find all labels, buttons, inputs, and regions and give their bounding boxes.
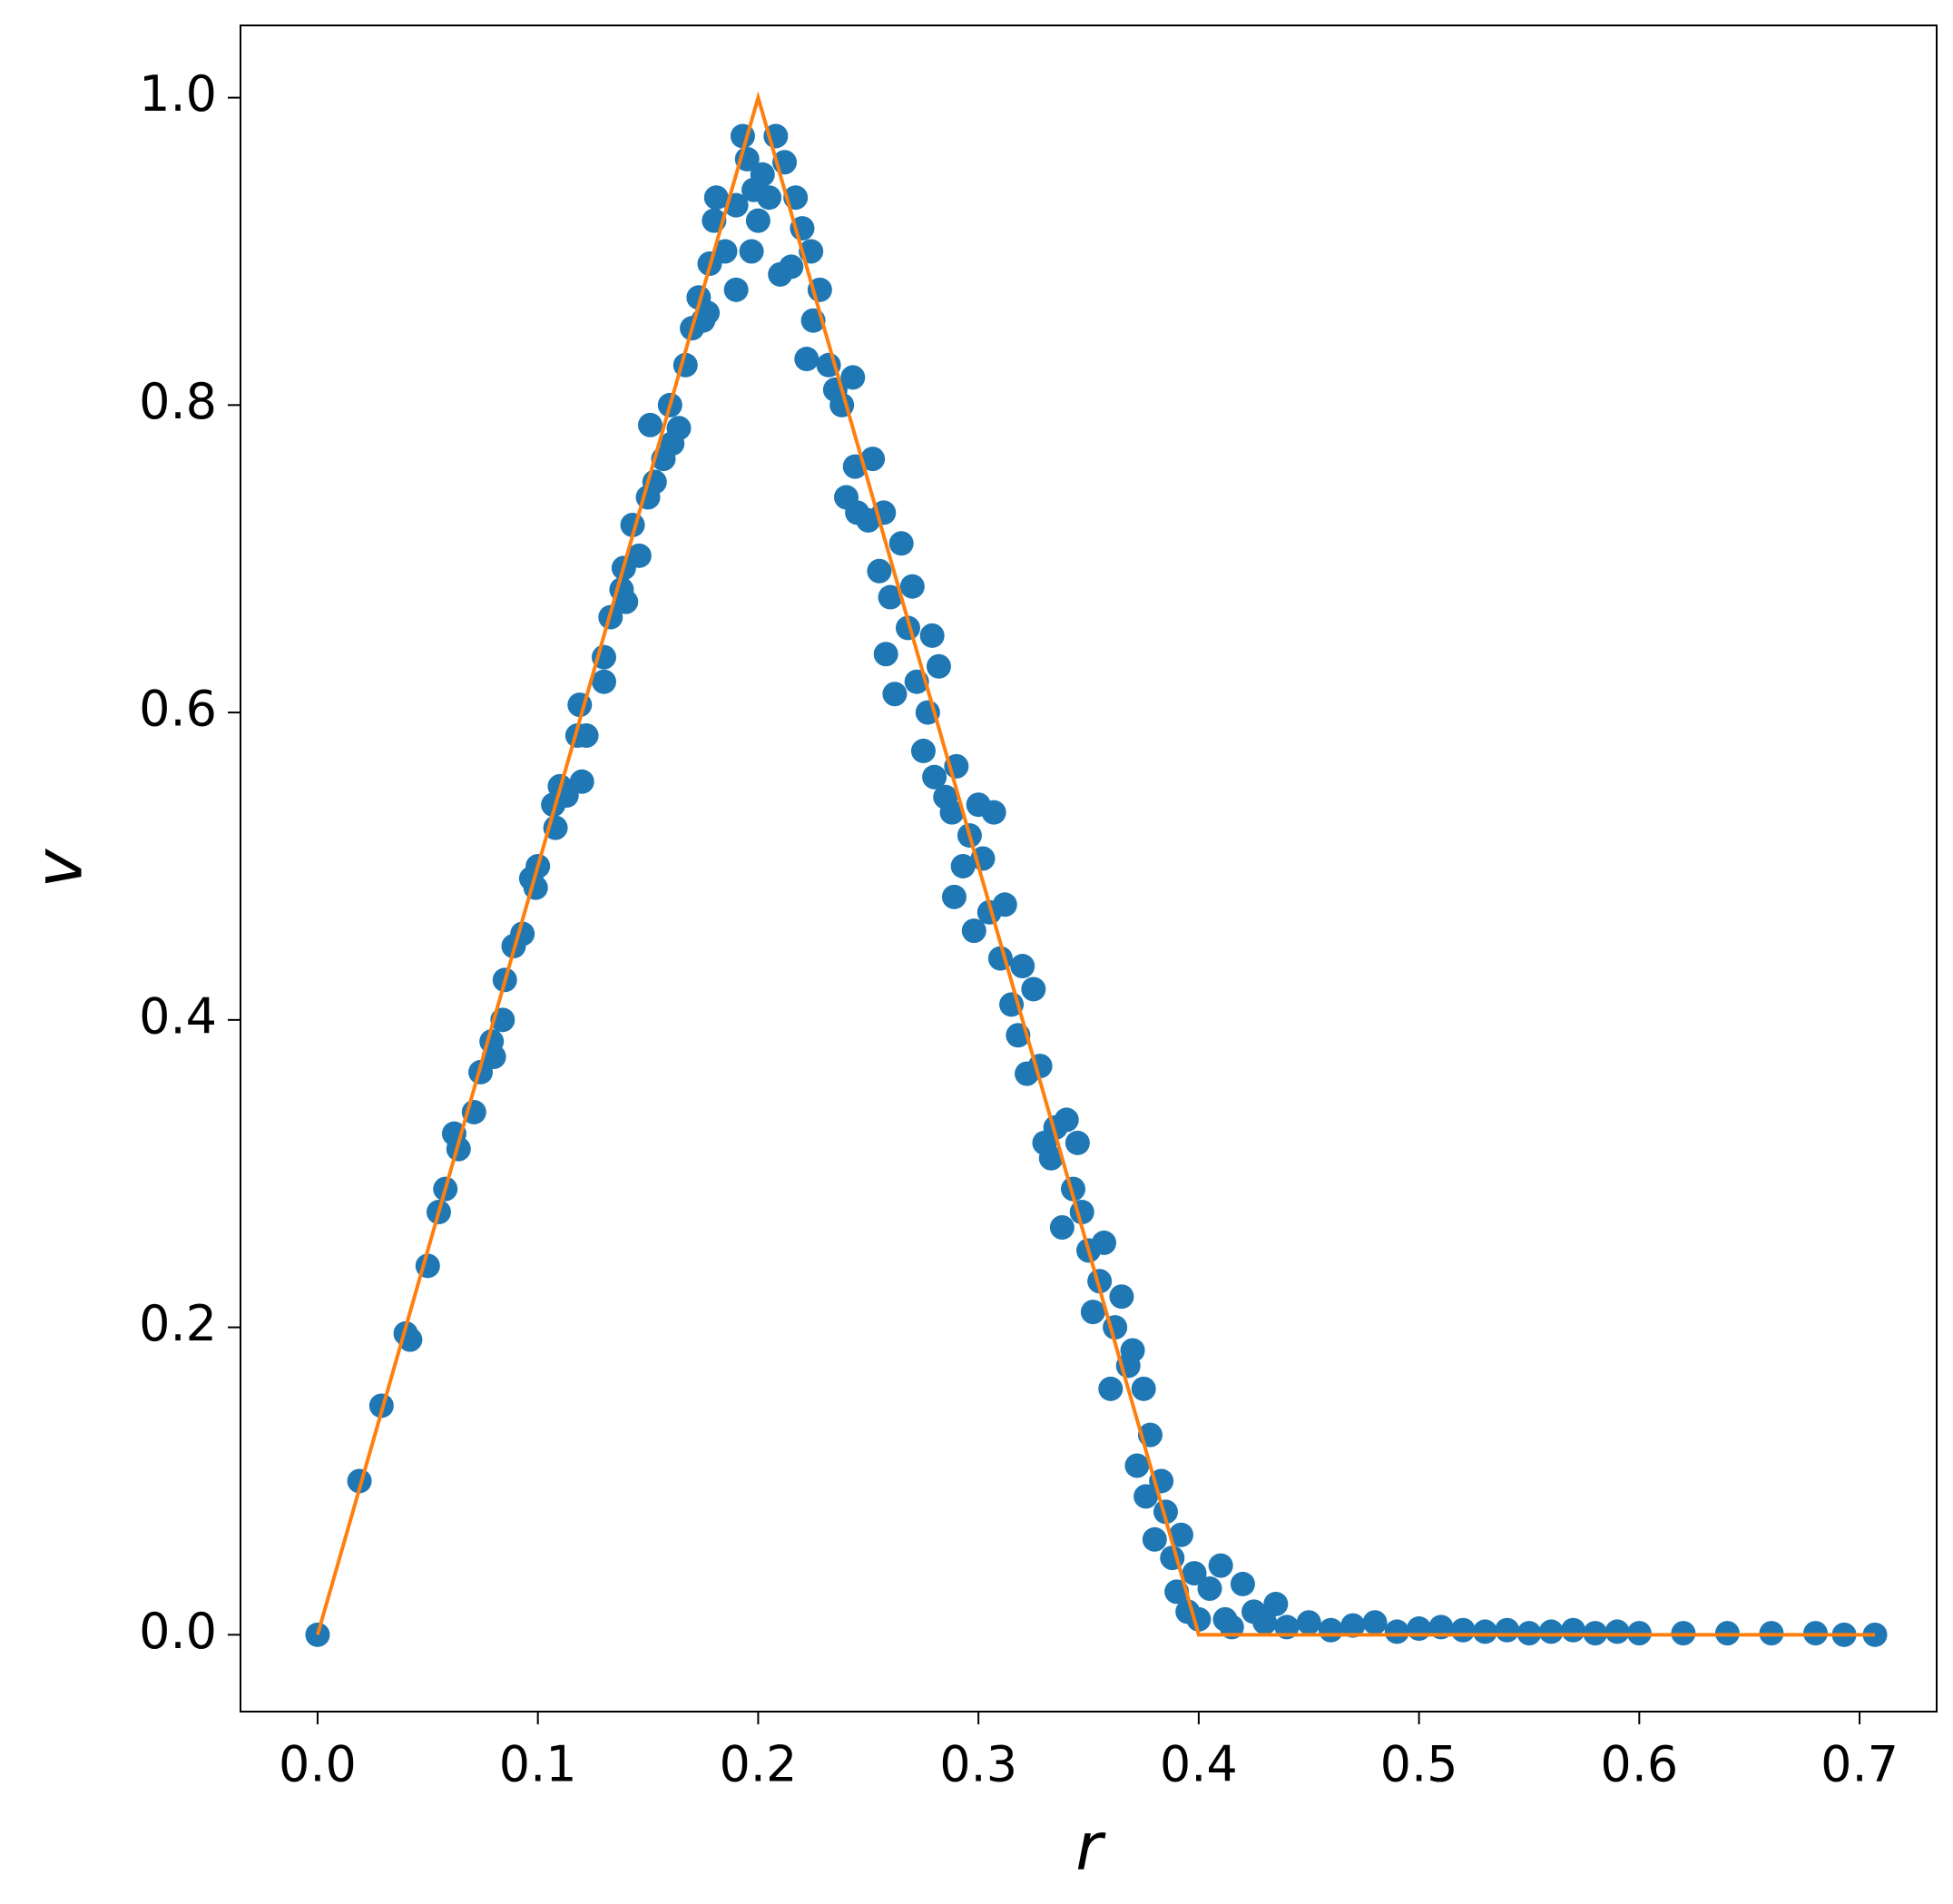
scatter-point [919, 623, 945, 648]
scatter-point [888, 531, 914, 556]
y-tick-label: 0.6 [139, 681, 217, 738]
scatter-point [695, 300, 721, 326]
x-tick-label: 0.3 [939, 1736, 1017, 1793]
scatter-point [910, 738, 936, 763]
scatter-point [1049, 1214, 1075, 1240]
x-tick-label: 0.5 [1380, 1736, 1458, 1793]
scatter-point [899, 574, 925, 599]
scatter-point [626, 543, 652, 568]
scatter-point [950, 853, 976, 878]
scatter-point [882, 682, 908, 707]
x-tick-label: 0.6 [1600, 1736, 1678, 1793]
scatter-point [1561, 1617, 1585, 1643]
scatter-point [666, 416, 692, 441]
x-tick-label: 0.4 [1160, 1736, 1238, 1793]
x-tick-label: 0.7 [1821, 1736, 1899, 1793]
x-tick-label: 0.2 [719, 1736, 797, 1793]
scatter-point [1021, 977, 1046, 1002]
scatter-point [779, 254, 804, 280]
scatter-point [1061, 1176, 1086, 1202]
scatter-point [1109, 1284, 1134, 1310]
scatter-point [1319, 1617, 1343, 1643]
scatter-point [926, 653, 951, 679]
scatter-point [1362, 1610, 1388, 1635]
scatter-point [1124, 1453, 1150, 1478]
scatter-point [1087, 1269, 1113, 1294]
x-tick-label: 0.1 [499, 1736, 577, 1793]
plot-frame [240, 25, 1938, 1713]
scatter-point [592, 669, 616, 694]
scatter-point [941, 884, 967, 909]
y-tick-label: 0.8 [139, 373, 217, 430]
line [316, 91, 1876, 1637]
scatter-point [712, 239, 738, 264]
scatter-point [1168, 1522, 1193, 1547]
scatter-point [878, 584, 903, 610]
scatter-point [1340, 1613, 1366, 1638]
scatter-point [1054, 1107, 1079, 1133]
scatter-point [745, 208, 770, 233]
scatter-point [867, 558, 892, 584]
scatter-point [1296, 1610, 1321, 1635]
scatter-point [981, 800, 1006, 825]
scatter-point [794, 347, 819, 372]
scatter-point [1605, 1619, 1630, 1644]
scatter-point [1208, 1553, 1233, 1578]
scatter-point [939, 800, 965, 825]
y-tick-label: 0.2 [139, 1295, 217, 1352]
scatter-point [1038, 1145, 1064, 1171]
scatter-point [481, 1044, 506, 1069]
y-axis-label: v [21, 848, 97, 888]
scatter-point [961, 918, 986, 944]
scatter-point [1472, 1619, 1497, 1644]
scatter-point [1065, 1130, 1090, 1155]
scatter-point [1197, 1576, 1222, 1602]
scatter-point [1010, 954, 1035, 979]
scatter-point [1120, 1338, 1145, 1363]
scatter-point [1495, 1617, 1520, 1643]
scatter-point [347, 1468, 372, 1494]
x-axis-label: r [1075, 1809, 1106, 1885]
scatter-point [1182, 1561, 1207, 1586]
scatter-point [757, 185, 782, 211]
scatter-point [1080, 1300, 1105, 1325]
scatter-point [1134, 1484, 1159, 1509]
scatter-point [574, 722, 599, 748]
scatter-point [1098, 1376, 1124, 1401]
scatter-point [840, 365, 866, 390]
scatter-point [637, 412, 662, 437]
y-tick-label: 1.0 [139, 65, 217, 123]
scatter-point [895, 615, 920, 641]
scatter-point [1263, 1591, 1289, 1616]
scatter-point [992, 892, 1017, 918]
scatter-point [1142, 1526, 1167, 1552]
scatter-point [1230, 1571, 1255, 1596]
scatter-point [739, 239, 764, 264]
y-tick-label: 0.0 [139, 1603, 217, 1660]
scatter-point [750, 162, 775, 187]
scatter-point [1538, 1619, 1564, 1644]
scatter-point [922, 764, 947, 790]
x-tick-label: 0.0 [279, 1736, 357, 1793]
scatter-point [1450, 1617, 1476, 1643]
scatter-point [860, 447, 886, 472]
scatter-point [1131, 1376, 1156, 1401]
scatter-point [723, 277, 749, 302]
scatter-point [1153, 1499, 1178, 1525]
scatter-point [873, 642, 898, 667]
scatter-point [703, 185, 729, 211]
scatter-point [1384, 1619, 1409, 1644]
scatter-point [1252, 1610, 1278, 1635]
scatter-point [613, 589, 639, 614]
y-tick-label: 0.4 [139, 987, 217, 1045]
scatter-point [569, 769, 594, 794]
scatter-point [1091, 1230, 1116, 1255]
scatter-point [1407, 1616, 1432, 1642]
